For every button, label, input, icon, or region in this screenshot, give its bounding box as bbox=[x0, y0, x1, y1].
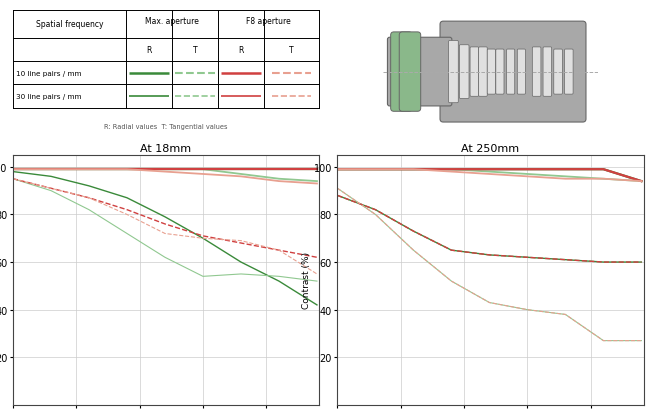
Text: Max. aperture: Max. aperture bbox=[145, 16, 199, 25]
FancyBboxPatch shape bbox=[391, 33, 412, 112]
Text: R: R bbox=[239, 46, 244, 55]
FancyBboxPatch shape bbox=[399, 33, 421, 112]
FancyBboxPatch shape bbox=[478, 48, 488, 97]
FancyBboxPatch shape bbox=[448, 41, 458, 103]
FancyBboxPatch shape bbox=[470, 48, 478, 97]
Y-axis label: Contrast (%): Contrast (%) bbox=[302, 252, 311, 309]
FancyBboxPatch shape bbox=[532, 48, 541, 97]
FancyBboxPatch shape bbox=[517, 50, 525, 95]
Text: T: T bbox=[289, 46, 294, 55]
FancyBboxPatch shape bbox=[554, 50, 562, 95]
Title: At 18mm: At 18mm bbox=[140, 144, 192, 153]
Text: R: Radial values  T: Tangential values: R: Radial values T: Tangential values bbox=[104, 124, 228, 129]
FancyBboxPatch shape bbox=[387, 38, 452, 107]
Text: F8 aperture: F8 aperture bbox=[246, 16, 291, 25]
Text: Spatial frequency: Spatial frequency bbox=[36, 20, 103, 29]
FancyBboxPatch shape bbox=[506, 50, 515, 95]
FancyBboxPatch shape bbox=[496, 50, 504, 95]
FancyBboxPatch shape bbox=[488, 50, 495, 95]
Text: T: T bbox=[193, 46, 198, 55]
FancyBboxPatch shape bbox=[440, 22, 586, 123]
Text: 10 line pairs / mm: 10 line pairs / mm bbox=[16, 71, 81, 77]
FancyBboxPatch shape bbox=[543, 48, 552, 97]
Text: 30 line pairs / mm: 30 line pairs / mm bbox=[16, 94, 81, 100]
FancyBboxPatch shape bbox=[460, 46, 469, 99]
FancyBboxPatch shape bbox=[564, 50, 573, 95]
Text: R: R bbox=[146, 46, 152, 55]
Title: At 250mm: At 250mm bbox=[462, 144, 519, 153]
